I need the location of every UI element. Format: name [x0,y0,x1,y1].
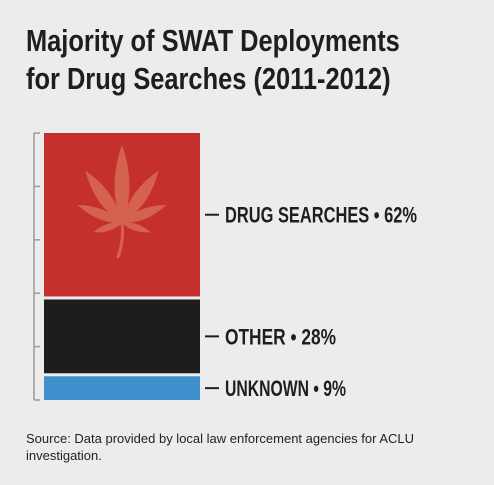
bar-unknown [44,376,200,400]
label-other: OTHER • 28% [225,324,336,349]
source-note: Source: Data provided by local law enfor… [26,431,415,463]
chart-title-line-2: for Drug Searches (2011-2012) [26,61,391,96]
label-drug-searches: DRUG SEARCHES • 62% [225,203,417,228]
cannabis-leaf-icon [77,144,167,259]
bracket-axis [33,132,40,401]
chart-title: Majority of SWAT Deployments for Drug Se… [26,22,400,98]
cannabis-leaf-shape [77,144,167,233]
bar-segments [44,133,200,400]
bar-other [44,299,200,374]
segment-callouts: DRUG SEARCHES • 62% OTHER • 28% UNKNOWN • … [205,203,417,401]
cannabis-leaf-stem [116,221,124,259]
chart-title-line-1: Majority of SWAT Deployments [26,23,400,58]
bracket-axis-ticks [34,132,40,401]
label-unknown: UNKNOWN • 9% [225,376,346,401]
